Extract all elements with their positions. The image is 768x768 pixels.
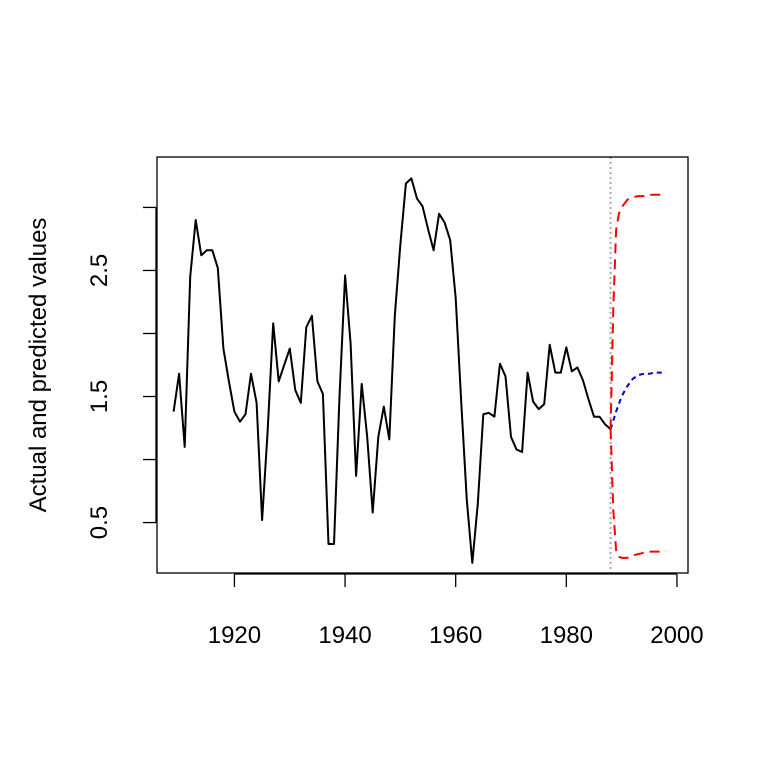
x-tick-label-1940: 1940 [318, 622, 371, 649]
actual-series-line [172, 177, 612, 564]
x-tick-label-1920: 1920 [208, 622, 261, 649]
y-axis-title: Actual and predicted values [25, 218, 52, 513]
x-tick-label-1980: 1980 [540, 622, 593, 649]
upper-interval-line [609, 192, 667, 430]
plot-box [156, 156, 689, 574]
x-tick-label-2000: 2000 [650, 622, 703, 649]
lower-interval-line [609, 429, 666, 559]
y-tick-label-1.5: 1.5 [86, 380, 113, 413]
plot-marks [172, 157, 667, 573]
x-tick-label-1960: 1960 [429, 622, 482, 649]
forecast-series-line [609, 371, 666, 430]
axes: 1920 1940 1960 1980 2000 0.5 1.5 2.5 [86, 206, 704, 649]
y-tick-label-2.5: 2.5 [86, 254, 113, 287]
y-tick-label-0.5: 0.5 [86, 506, 113, 539]
